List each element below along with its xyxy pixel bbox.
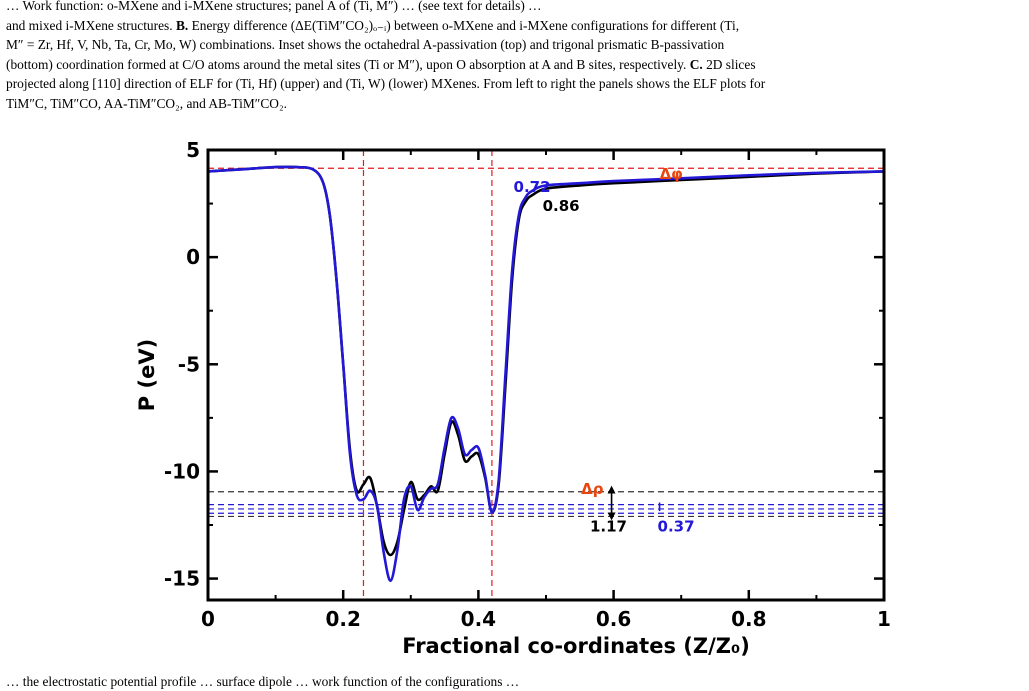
- y-tick-label: 0: [186, 245, 200, 269]
- annotation-black-086: 0.86: [543, 197, 580, 215]
- plot-frame: [206, 148, 886, 602]
- annotation-blue-037: 0.37: [658, 517, 695, 535]
- x-tick-label: 0.4: [461, 607, 496, 631]
- reference-lines: [208, 150, 884, 600]
- annotation-blue-072: 0.72: [514, 178, 551, 196]
- annotation-dphi: Δφ: [660, 165, 683, 183]
- caption-line-1: … Work function: o-MXene and i-MXene str…: [6, 0, 542, 13]
- x-axis-label: Fractional co-ordinates (Z/Z₀): [402, 634, 750, 658]
- annotations: Δφ 0.720.86 Δρ 1.17 0.37: [514, 165, 695, 536]
- annotation-arrows: [607, 485, 661, 521]
- series-line-1: [208, 165, 884, 583]
- caption-line-6: TiM″C, TiM″CO, AA-TiM″CO₂, and AB-TiM″CO…: [6, 95, 287, 111]
- figure-caption: … Work function: o-MXene and i-MXene str…: [6, 0, 1023, 113]
- series-line-0: [208, 165, 884, 557]
- axis-ticks: 0 0.2 0.4 0.6 0.8 1 5 0 -5 -10 -15: [164, 138, 891, 631]
- caption-line-3: M″ = Zr, Hf, V, Nb, Ta, Cr, Mo, W) combi…: [6, 37, 725, 52]
- y-tick-label: -10: [164, 459, 200, 483]
- footer-text: … the electrostatic potential profile … …: [6, 674, 520, 689]
- caption-line-4b: 2D slices: [702, 56, 756, 72]
- y-tick-label: -15: [164, 567, 200, 591]
- x-tick-label: 0.6: [596, 607, 631, 631]
- annotation-black-117: 1.17: [590, 517, 627, 535]
- caption-line-2a: and mixed i-MXene structures.: [6, 17, 176, 33]
- x-tick-label: 0.8: [731, 607, 766, 631]
- annotation-drho: Δρ: [581, 480, 604, 498]
- caption-label-b: B.: [175, 17, 189, 33]
- y-axis-label: P (eV): [135, 339, 159, 411]
- x-tick-label: 1: [877, 607, 891, 631]
- y-tick-label: -5: [178, 352, 200, 376]
- y-tick-label: 5: [186, 138, 200, 162]
- caption-line-4: (bottom) coordination formed at C/O atom…: [6, 56, 690, 72]
- caption-label-c: C.: [689, 56, 703, 72]
- x-tick-label: 0: [201, 607, 215, 631]
- x-tick-label: 0.2: [325, 607, 360, 631]
- caption-line-5: projected along [110] direction of ELF f…: [6, 76, 766, 91]
- caption-line-2b: Energy difference (ΔE(TiM″CO₂)ₒ₋ᵢ) betwe…: [188, 17, 740, 33]
- series-layer: [208, 165, 884, 583]
